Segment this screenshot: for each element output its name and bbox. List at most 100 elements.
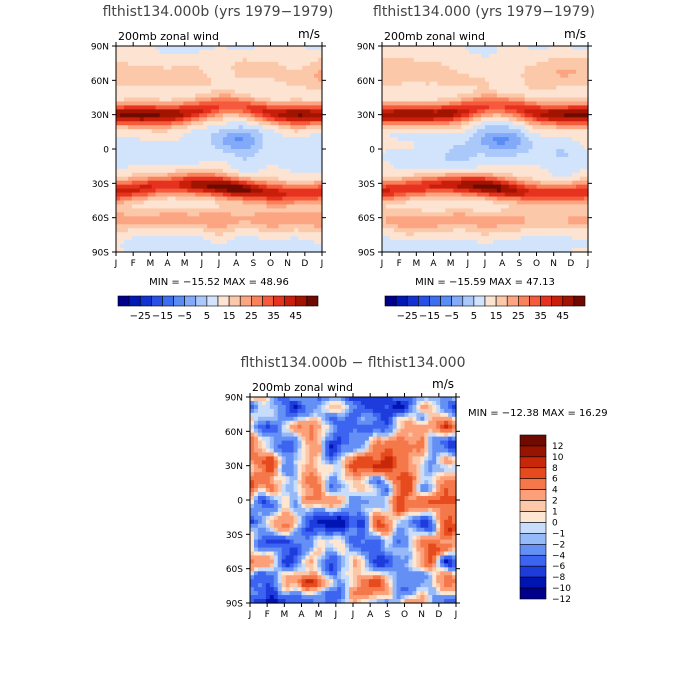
- field-cell: [207, 53, 212, 59]
- field-cell: [548, 89, 553, 95]
- field-cell: [536, 109, 542, 114]
- field-cell: [127, 125, 133, 130]
- field-cell: [234, 109, 240, 114]
- field-cell: [246, 129, 252, 134]
- field-cell: [397, 77, 403, 83]
- field-cell: [504, 49, 510, 55]
- field-cell: [159, 180, 165, 186]
- field-cell: [310, 196, 315, 202]
- field-cell: [437, 89, 443, 95]
- field-cell: [429, 141, 435, 146]
- field-cell: [560, 109, 565, 114]
- field-cell: [230, 224, 236, 229]
- field-cell: [488, 137, 494, 142]
- field-cell: [417, 77, 423, 83]
- field-cell: [211, 200, 216, 206]
- field-cell: [580, 208, 585, 213]
- field-cell: [544, 125, 549, 130]
- field-cell: [516, 97, 522, 103]
- field-cell: [123, 85, 129, 91]
- field-cell: [294, 224, 299, 229]
- field-cell: [560, 164, 565, 170]
- field-cell: [504, 101, 510, 107]
- field-cell: [306, 168, 311, 174]
- field-cell: [382, 188, 387, 194]
- field-cell: [306, 200, 311, 206]
- field-cell: [254, 125, 260, 130]
- field-cell: [215, 192, 220, 198]
- field-cell: [564, 109, 569, 114]
- field-cell: [230, 160, 236, 166]
- field-cell: [393, 204, 399, 210]
- field-cell: [274, 65, 280, 71]
- field-cell: [576, 172, 581, 178]
- field-cell: [417, 149, 423, 154]
- field-cell: [405, 77, 411, 83]
- field-cell: [560, 117, 565, 122]
- field-cell: [564, 53, 569, 59]
- field-cell: [572, 184, 577, 190]
- field-cell: [191, 164, 196, 170]
- field-cell: [286, 77, 291, 83]
- field-cell: [584, 73, 589, 79]
- field-cell: [528, 81, 534, 87]
- field-cell: [282, 168, 287, 174]
- field-cell: [413, 141, 419, 146]
- field-cell: [119, 248, 125, 253]
- field-cell: [477, 49, 482, 55]
- field-cell: [306, 232, 311, 237]
- field-cell: [576, 204, 581, 210]
- field-cell: [266, 105, 272, 110]
- field-cell: [278, 204, 283, 210]
- field-cell: [568, 156, 573, 162]
- field-cell: [437, 168, 443, 174]
- field-cell: [219, 93, 224, 99]
- field-cell: [266, 216, 272, 221]
- field-cell: [143, 113, 149, 118]
- field-cell: [290, 53, 295, 59]
- field-cell: [234, 240, 240, 245]
- field-cell: [544, 113, 549, 118]
- field-cell: [159, 240, 165, 245]
- field-cell: [167, 156, 173, 162]
- field-cell: [254, 97, 260, 103]
- field-cell: [405, 164, 411, 170]
- field-cell: [528, 184, 534, 190]
- field-cell: [302, 53, 307, 59]
- field-cell: [171, 240, 177, 245]
- field-cell: [222, 69, 228, 75]
- field-cell: [219, 97, 224, 103]
- field-cell: [314, 196, 319, 202]
- field-cell: [147, 77, 153, 83]
- field-cell: [421, 176, 427, 182]
- field-cell: [238, 53, 244, 59]
- field-cell: [282, 184, 287, 190]
- field-cell: [314, 236, 319, 241]
- field-cell: [512, 49, 518, 55]
- field-cell: [179, 176, 184, 182]
- field-cell: [226, 121, 232, 126]
- field-cell: [552, 188, 557, 194]
- field-cell: [171, 53, 177, 59]
- field-cell: [298, 168, 303, 174]
- field-cell: [449, 196, 454, 202]
- field-cell: [302, 176, 307, 182]
- field-cell: [207, 137, 212, 142]
- field-cell: [282, 188, 287, 194]
- field-cell: [266, 93, 272, 99]
- field-cell: [207, 164, 212, 170]
- field-cell: [187, 224, 192, 229]
- field-cell: [151, 57, 157, 63]
- field-cell: [242, 133, 248, 138]
- field-cell: [421, 149, 427, 154]
- field-cell: [282, 141, 287, 146]
- field-cell: [286, 145, 291, 150]
- field-cell: [234, 53, 240, 59]
- field-cell: [262, 196, 268, 202]
- field-cell: [127, 53, 133, 59]
- field-cell: [441, 89, 446, 95]
- field-cell: [175, 220, 180, 225]
- field-cell: [171, 220, 177, 225]
